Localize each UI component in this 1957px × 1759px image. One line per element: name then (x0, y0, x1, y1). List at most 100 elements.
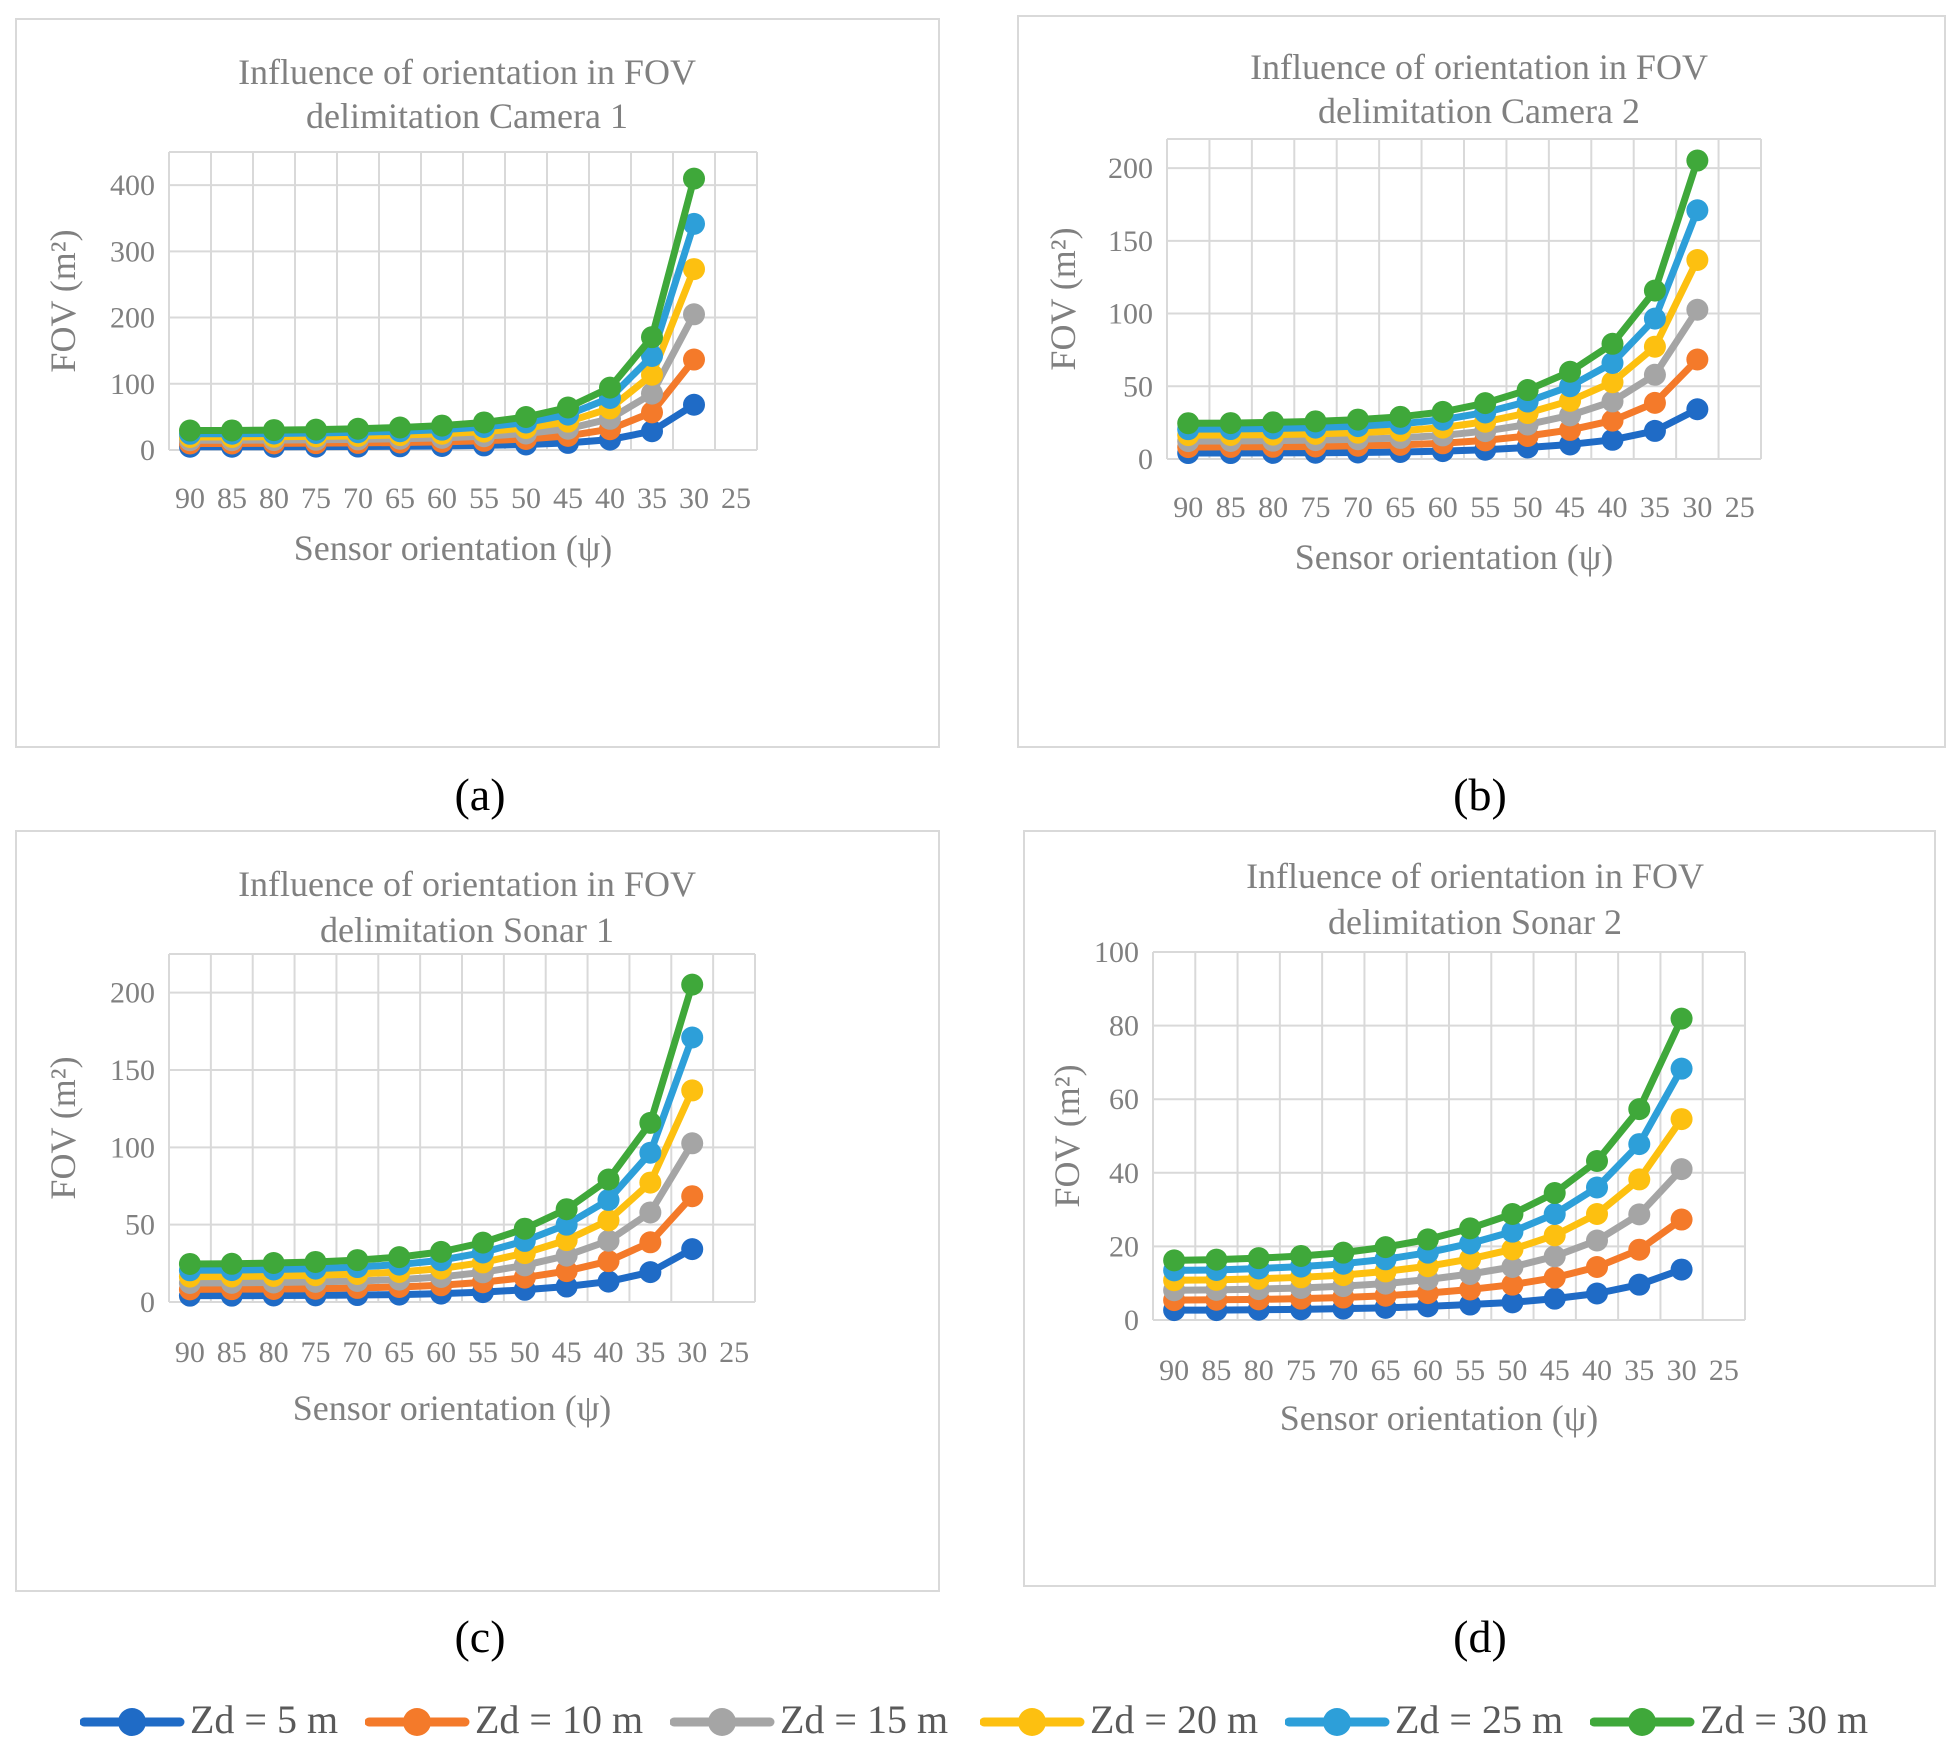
data-point (597, 1168, 620, 1191)
x-tick-label: 75 (1286, 1354, 1316, 1387)
data-point (683, 258, 705, 281)
data-point (513, 1217, 536, 1240)
data-point (1389, 405, 1412, 428)
data-point (473, 411, 495, 434)
x-tick-label: 30 (677, 1336, 707, 1369)
x-tick-label: 25 (1709, 1354, 1739, 1387)
chart-camera-1: Influence of orientation in FOVdelimitat… (43, 52, 758, 568)
data-point (1247, 1247, 1270, 1270)
x-tick-label: 55 (468, 1336, 498, 1369)
data-point (555, 1229, 578, 1252)
caption-d: (d) (1453, 1611, 1507, 1662)
data-point (305, 418, 327, 441)
y-tick-label: 200 (110, 302, 155, 335)
y-tick-label: 40 (1109, 1157, 1139, 1190)
data-point (597, 1270, 620, 1293)
data-point (683, 167, 705, 190)
data-point (639, 1201, 662, 1224)
data-point (1177, 412, 1200, 435)
data-point (1459, 1263, 1482, 1285)
chart-sonar-2: Influence of orientation in FOV delimitat… (1047, 856, 1746, 1438)
data-point (1643, 391, 1666, 414)
data-point (1474, 392, 1497, 415)
chart-title-line1: Influence of orientation in FOV (1250, 47, 1708, 87)
data-point (641, 363, 663, 386)
data-point (1459, 1232, 1482, 1255)
data-point (1586, 1176, 1608, 1199)
data-point (641, 382, 663, 405)
x-tick-label: 45 (552, 1336, 582, 1369)
data-point (1586, 1203, 1608, 1226)
y-tick-label: 100 (110, 1131, 155, 1164)
x-tick-label: 70 (1328, 1354, 1358, 1387)
x-tick-label: 90 (175, 1336, 205, 1369)
data-point (389, 416, 411, 439)
data-point (1501, 1220, 1524, 1243)
caption-b: (b) (1453, 769, 1507, 820)
data-point (1543, 1182, 1566, 1205)
y-tick-label: 60 (1109, 1083, 1139, 1116)
x-tick-label: 75 (1301, 491, 1331, 524)
x-tick-label: 70 (1343, 491, 1373, 524)
x-tick-label: 80 (259, 482, 289, 515)
y-axis-label: FOV (m²) (1043, 227, 1083, 370)
caption-a: (a) (454, 769, 506, 820)
chart-panel-sonar-2: Influence of orientation in FOV delimitat… (1023, 830, 1936, 1587)
y-tick-label: 150 (1108, 225, 1153, 258)
data-point (1628, 1203, 1651, 1226)
y-tick-label: 0 (140, 1286, 155, 1319)
y-tick-label: 200 (110, 977, 155, 1010)
data-point (1686, 199, 1709, 222)
x-tick-label: 70 (342, 1336, 372, 1369)
data-point (1459, 1217, 1482, 1240)
x-tick-label: 85 (217, 1336, 247, 1369)
data-point (681, 973, 704, 996)
data-point (1501, 1238, 1524, 1261)
y-tick-label: 100 (110, 368, 155, 401)
data-point (431, 414, 453, 437)
data-point (681, 1026, 704, 1049)
data-point (1459, 1278, 1482, 1301)
y-tick-label: 100 (1108, 298, 1153, 331)
data-point (1601, 332, 1624, 355)
y-tick-label: 80 (1109, 1010, 1139, 1043)
data-point (597, 1229, 620, 1252)
data-point (1501, 1203, 1524, 1226)
data-point (639, 1171, 662, 1194)
data-point (1601, 352, 1624, 374)
x-tick-label: 55 (469, 482, 499, 515)
x-tick-label: 30 (1667, 1354, 1697, 1387)
data-point (1416, 1228, 1439, 1251)
x-axis-label: Sensor orientation (ψ) (1295, 537, 1613, 577)
x-tick-label: 35 (1624, 1354, 1654, 1387)
data-point (1628, 1133, 1651, 1156)
x-tick-label: 45 (1540, 1354, 1570, 1387)
data-point (1601, 390, 1624, 413)
chart-title-line2: delimitation Sonar 1 (320, 910, 614, 950)
data-point (1163, 1249, 1186, 1272)
x-tick-label: 40 (595, 482, 625, 515)
chart-title-line1: Influence of orientation in FOV (238, 52, 696, 92)
data-point (1501, 1291, 1524, 1314)
legend: Zd = 5 m Zd = 10 m Zd = 15 m Zd = 20 m Z… (60, 1690, 1900, 1750)
data-point (1643, 307, 1666, 330)
chart-title-line2: delimitation Camera 1 (306, 96, 628, 136)
data-point (1543, 1266, 1566, 1289)
data-point (1219, 412, 1242, 435)
x-tick-label: 90 (1173, 491, 1203, 524)
data-point (683, 393, 705, 416)
data-point (1374, 1236, 1397, 1259)
x-tick-label: 75 (301, 1336, 331, 1369)
y-tick-label: 300 (110, 235, 155, 268)
data-point (1332, 1241, 1355, 1264)
x-tick-label: 90 (175, 482, 205, 515)
data-point (555, 1244, 578, 1267)
data-point (1670, 1158, 1693, 1181)
x-axis-label: Sensor orientation (ψ) (1280, 1398, 1598, 1438)
data-point (430, 1240, 453, 1263)
x-tick-label: 90 (1159, 1354, 1189, 1387)
data-point (1205, 1248, 1228, 1271)
data-point (639, 1111, 662, 1134)
data-point (1686, 149, 1709, 172)
data-point (1601, 371, 1624, 394)
